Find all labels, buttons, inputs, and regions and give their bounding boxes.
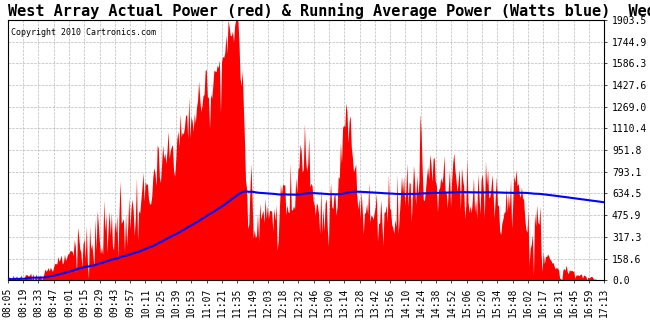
Text: West Array Actual Power (red) & Running Average Power (Watts blue)  Wed Nov 3 17: West Array Actual Power (red) & Running … (8, 3, 650, 19)
Text: Copyright 2010 Cartronics.com: Copyright 2010 Cartronics.com (11, 28, 156, 37)
